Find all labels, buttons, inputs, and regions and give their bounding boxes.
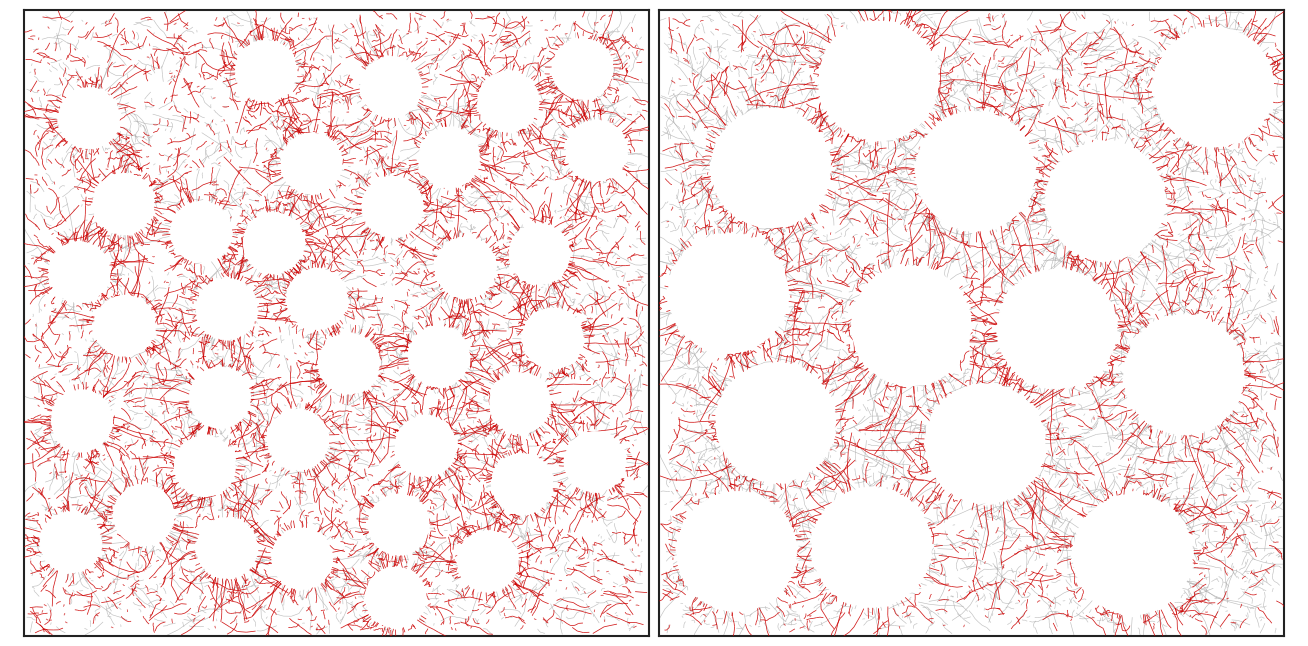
Circle shape [41,512,101,572]
Circle shape [196,279,256,339]
Circle shape [286,269,347,329]
Circle shape [281,134,341,194]
Circle shape [272,528,332,589]
Circle shape [361,57,421,117]
Circle shape [916,112,1035,231]
Circle shape [1155,28,1273,147]
Circle shape [190,368,250,428]
Circle shape [552,39,612,99]
Circle shape [492,454,552,514]
Circle shape [458,531,518,591]
Circle shape [243,213,303,273]
Circle shape [717,363,835,482]
Circle shape [490,373,549,433]
Circle shape [93,174,153,234]
Circle shape [369,495,429,555]
Circle shape [235,41,296,101]
Circle shape [926,384,1044,503]
Circle shape [1046,141,1164,260]
Circle shape [50,242,110,302]
Circle shape [523,309,582,369]
Circle shape [362,176,422,236]
Circle shape [712,109,831,227]
Circle shape [819,21,938,140]
Circle shape [566,121,627,180]
Circle shape [812,488,931,607]
Circle shape [409,326,470,386]
Circle shape [175,436,235,496]
Circle shape [171,202,232,262]
Circle shape [366,567,425,627]
Circle shape [268,410,328,470]
Circle shape [59,89,119,148]
Circle shape [396,416,455,476]
Circle shape [94,296,154,356]
Circle shape [436,238,496,298]
Circle shape [509,224,569,284]
Circle shape [852,267,971,385]
Circle shape [678,492,797,611]
Circle shape [565,432,625,492]
Circle shape [998,269,1117,388]
Circle shape [1074,495,1192,614]
Circle shape [1125,315,1244,434]
Circle shape [668,234,787,353]
Circle shape [477,72,538,132]
Circle shape [52,391,112,451]
Circle shape [319,333,379,393]
Circle shape [419,127,479,187]
Circle shape [198,518,256,578]
Circle shape [114,485,174,545]
